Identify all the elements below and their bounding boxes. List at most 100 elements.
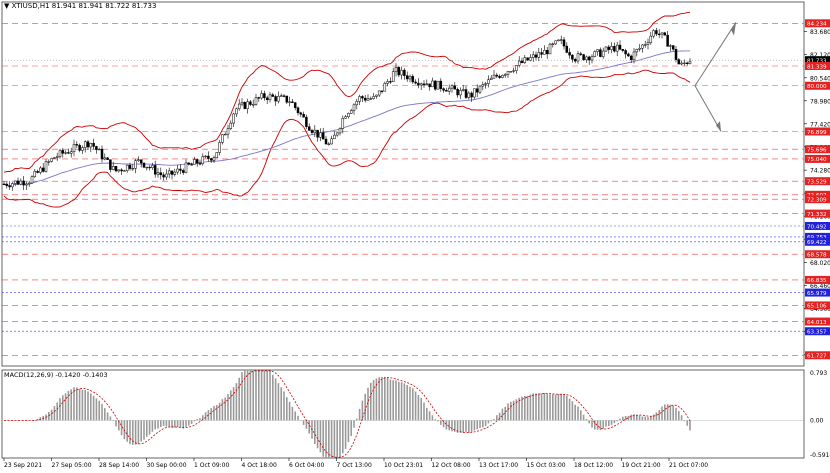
- price-tag: [805, 237, 830, 246]
- price-tag: [805, 301, 830, 310]
- candle-body: [397, 67, 401, 76]
- candle-body: [165, 173, 168, 178]
- candle-body: [83, 141, 87, 148]
- candle-body: [585, 56, 588, 61]
- candle-body: [671, 45, 675, 50]
- candle-body: [520, 60, 524, 63]
- price-tag-label: 81.733: [807, 58, 827, 64]
- candle-body: [299, 112, 303, 115]
- candle-body: [123, 170, 126, 172]
- candle-body: [30, 176, 34, 184]
- price-tag-label: 73.529: [807, 179, 827, 185]
- candle-body: [355, 101, 359, 106]
- price-tag-label: 68.578: [807, 253, 827, 259]
- symbol-header: ▼ XTIUSD,H1 81.941 81.941 81.722 81.733: [4, 2, 156, 10]
- candle-body: [419, 83, 423, 86]
- price-tag: [805, 327, 830, 336]
- candle-body: [358, 96, 361, 102]
- candle-body: [677, 59, 681, 65]
- candle-body: [405, 75, 409, 80]
- candle-body: [229, 122, 233, 129]
- candle-body: [442, 88, 445, 91]
- candle-body: [47, 161, 51, 163]
- collapse-triangle-icon[interactable]: ▼: [4, 2, 10, 10]
- candle-body: [338, 128, 342, 134]
- price-tag: [805, 288, 830, 297]
- time-tick-label: 13 Oct 17:00: [479, 462, 518, 469]
- price-tag: [805, 127, 830, 136]
- price-tag: [805, 221, 830, 230]
- candle-body: [366, 98, 370, 101]
- candle-body: [666, 34, 669, 47]
- candle-body: [599, 49, 602, 57]
- price-tag: [805, 232, 830, 241]
- candle-body: [352, 104, 356, 111]
- candle-body: [688, 61, 692, 64]
- candle-body: [685, 62, 689, 64]
- candle-body: [417, 82, 420, 86]
- candle-body: [41, 167, 45, 172]
- candle-body: [503, 74, 507, 76]
- candle-body: [529, 57, 532, 61]
- candle-body: [103, 157, 107, 160]
- candle-body: [8, 185, 11, 188]
- candle-body: [425, 83, 429, 85]
- candle-body: [131, 168, 135, 170]
- candle-body: [349, 110, 353, 114]
- price-tag-label: 65.979: [807, 291, 827, 297]
- time-tick-label: 18 Oct 12:00: [574, 462, 613, 469]
- candle-body: [414, 81, 417, 84]
- candle-body: [683, 62, 686, 64]
- candle-body: [652, 30, 655, 37]
- candle-body: [643, 44, 647, 46]
- candle-body: [271, 94, 275, 97]
- price-tick-label: 64.900: [810, 306, 830, 313]
- main-panel-frame: [1, 1, 805, 367]
- candle-body: [523, 57, 527, 63]
- candle-body: [459, 90, 462, 96]
- candle-body: [391, 71, 395, 82]
- candle-body: [257, 97, 261, 99]
- candle-body: [571, 54, 574, 60]
- candle-body: [562, 39, 566, 47]
- candle-body: [601, 50, 605, 57]
- price-tick-label: 68.020: [810, 260, 830, 267]
- candle-body: [531, 54, 535, 58]
- candle-body: [436, 80, 440, 90]
- candle-body: [559, 39, 563, 41]
- macd-panel-frame: [1, 369, 805, 459]
- candle-body: [218, 142, 221, 153]
- candle-body: [134, 160, 137, 169]
- candle-body: [212, 157, 216, 161]
- candle-body: [551, 43, 555, 45]
- candle-body: [153, 165, 157, 175]
- candle-body: [557, 39, 560, 42]
- candle-body: [243, 102, 247, 109]
- candle-body: [184, 162, 188, 173]
- candle-body: [209, 158, 213, 161]
- candle-body: [240, 102, 244, 105]
- candle-body: [394, 67, 398, 72]
- price-tag: [805, 19, 830, 28]
- candle-body: [461, 89, 465, 91]
- candle-body: [92, 143, 95, 147]
- price-tag-label: 80.000: [807, 84, 827, 90]
- candle-body: [128, 164, 132, 169]
- time-tick-label: 6 Oct 04:00: [289, 462, 324, 469]
- candle-body: [193, 159, 196, 165]
- candle-body: [495, 74, 499, 77]
- candle-body: [411, 76, 415, 83]
- candle-body: [506, 71, 510, 75]
- price-tag-label: 69.422: [807, 240, 827, 246]
- candle-body: [627, 53, 630, 57]
- candle-body: [635, 49, 639, 53]
- price-tag-label: 65.106: [807, 304, 827, 310]
- candle-body: [232, 113, 235, 124]
- candle-body: [613, 46, 616, 52]
- price-tag: [805, 61, 830, 70]
- candle-body: [447, 87, 451, 92]
- candle-body: [16, 180, 20, 185]
- candle-body: [195, 159, 199, 164]
